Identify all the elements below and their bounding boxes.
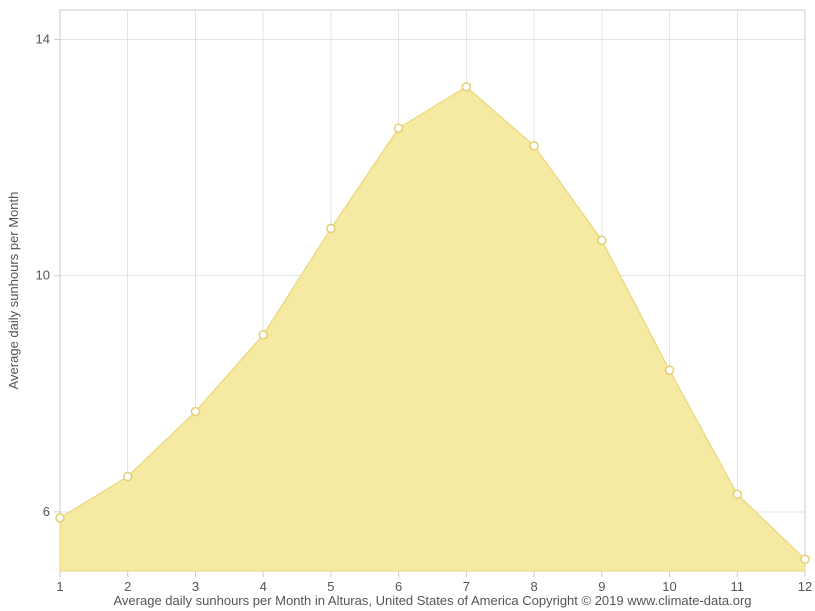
x-ticks: 123456789101112 (56, 571, 812, 594)
y-tick-label: 14 (36, 32, 50, 47)
x-tick-label: 11 (731, 579, 745, 594)
area-series (60, 87, 805, 571)
y-ticks: 6 10 14 (36, 32, 60, 519)
data-point (327, 224, 335, 232)
x-tick-label: 10 (662, 579, 676, 594)
data-point (56, 514, 64, 522)
x-tick-label: 6 (395, 579, 402, 594)
data-point (462, 83, 470, 91)
data-point (598, 236, 606, 244)
data-point (733, 490, 741, 498)
chart-svg: 12345678910111261014Average daily sunhou… (0, 0, 815, 611)
data-point (259, 331, 267, 339)
sunhours-area-chart: 12345678910111261014Average daily sunhou… (0, 0, 815, 611)
data-point (530, 142, 538, 150)
x-tick-label: 8 (530, 579, 537, 594)
y-tick-label: 6 (43, 504, 50, 519)
x-tick-label: 12 (798, 579, 812, 594)
data-point (801, 555, 809, 563)
x-tick-label: 5 (327, 579, 334, 594)
data-point (395, 124, 403, 132)
x-tick-label: 4 (260, 579, 267, 594)
x-tick-label: 1 (56, 579, 63, 594)
y-tick-label: 10 (36, 268, 50, 283)
x-axis-title: Average daily sunhours per Month in Altu… (114, 593, 752, 608)
data-point (191, 408, 199, 416)
y-axis-title: Average daily sunhours per Month (6, 192, 21, 390)
x-tick-label: 2 (124, 579, 131, 594)
x-tick-label: 3 (192, 579, 199, 594)
data-point (124, 473, 132, 481)
data-point (666, 366, 674, 374)
x-tick-label: 7 (463, 579, 470, 594)
x-tick-label: 9 (598, 579, 605, 594)
